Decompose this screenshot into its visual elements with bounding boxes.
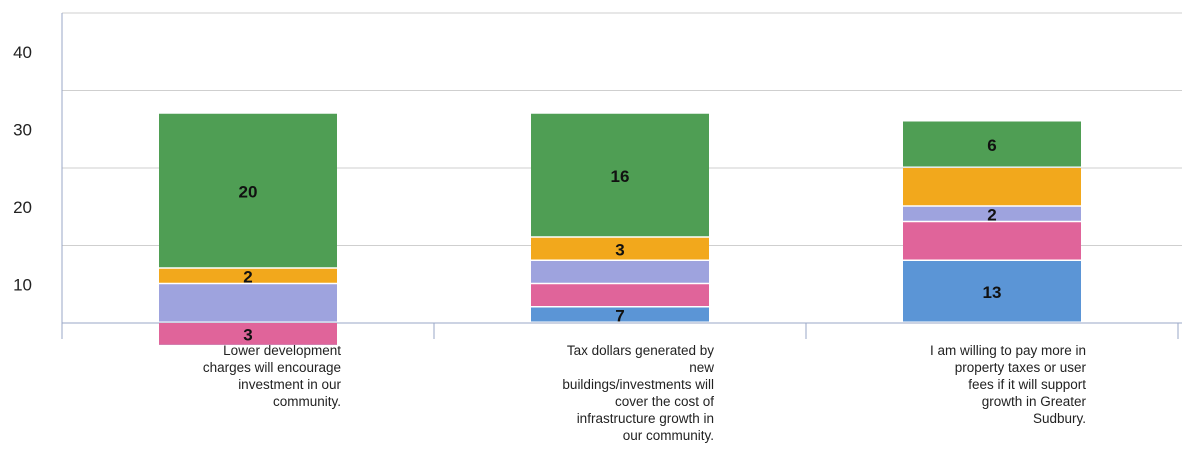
x-category-label-line: fees if it will support — [968, 377, 1086, 392]
y-tick-label: 10 — [13, 275, 32, 294]
data-label: 2 — [243, 268, 252, 287]
bar-segment — [531, 261, 709, 283]
bar-segment — [159, 284, 337, 322]
data-label: 6 — [987, 136, 996, 155]
x-category-label-line: new — [689, 360, 714, 375]
bar-segment — [159, 268, 337, 283]
bar-segment — [903, 168, 1081, 206]
y-tick-label: 40 — [13, 43, 32, 62]
data-label: 20 — [239, 182, 258, 201]
bar-segment — [531, 284, 709, 306]
x-category-label-line: growth in Greater — [981, 394, 1086, 409]
bar-segment — [531, 237, 709, 260]
x-category-label-line: I am willing to pay more in — [929, 343, 1086, 358]
x-category-label-line: property taxes or user — [954, 360, 1086, 375]
y-axis-ticks: 10 20 30 40 — [13, 43, 32, 295]
bar-segment — [903, 121, 1081, 167]
bar-segment — [159, 113, 337, 268]
bar-segment — [531, 307, 709, 322]
bar-segment — [531, 113, 709, 237]
x-category-label-line: buildings/investments will — [562, 377, 714, 392]
x-category-label: Lower development charges will encourage i… — [151, 342, 341, 410]
data-label: 3 — [243, 326, 252, 345]
x-category-label-line: infrastructure growth in — [576, 411, 714, 426]
bar-segment — [903, 206, 1081, 221]
y-tick-label: 30 — [13, 120, 32, 139]
x-category-label-line: community. — [272, 394, 341, 409]
data-label: 13 — [983, 283, 1002, 302]
bars: 3 2 20 7 3 16 13 2 6 — [159, 113, 1081, 345]
x-category-label-line: our community. — [622, 428, 714, 443]
x-category-label-line: cover the cost of — [614, 394, 714, 409]
x-category-label-line: Sudbury. — [1032, 411, 1086, 426]
x-category-label-line: charges will encourage — [202, 360, 341, 375]
y-tick-label: 20 — [13, 198, 32, 217]
x-category-label-line: investment in our — [238, 377, 341, 392]
data-label: 2 — [987, 206, 996, 225]
data-label: 3 — [615, 240, 624, 259]
x-category-label: Tax dollars generated by new buildings/inv… — [524, 342, 714, 444]
x-category-label: I am willing to pay more in property taxe… — [896, 342, 1086, 427]
data-label: 16 — [611, 167, 630, 186]
bar-segment — [159, 323, 337, 345]
data-label: 7 — [615, 306, 624, 325]
x-category-label-line: Tax dollars generated by — [566, 343, 714, 358]
bar-segment — [903, 261, 1081, 322]
bar-segment — [903, 222, 1081, 260]
x-category-label-line: Lower development — [223, 343, 341, 358]
